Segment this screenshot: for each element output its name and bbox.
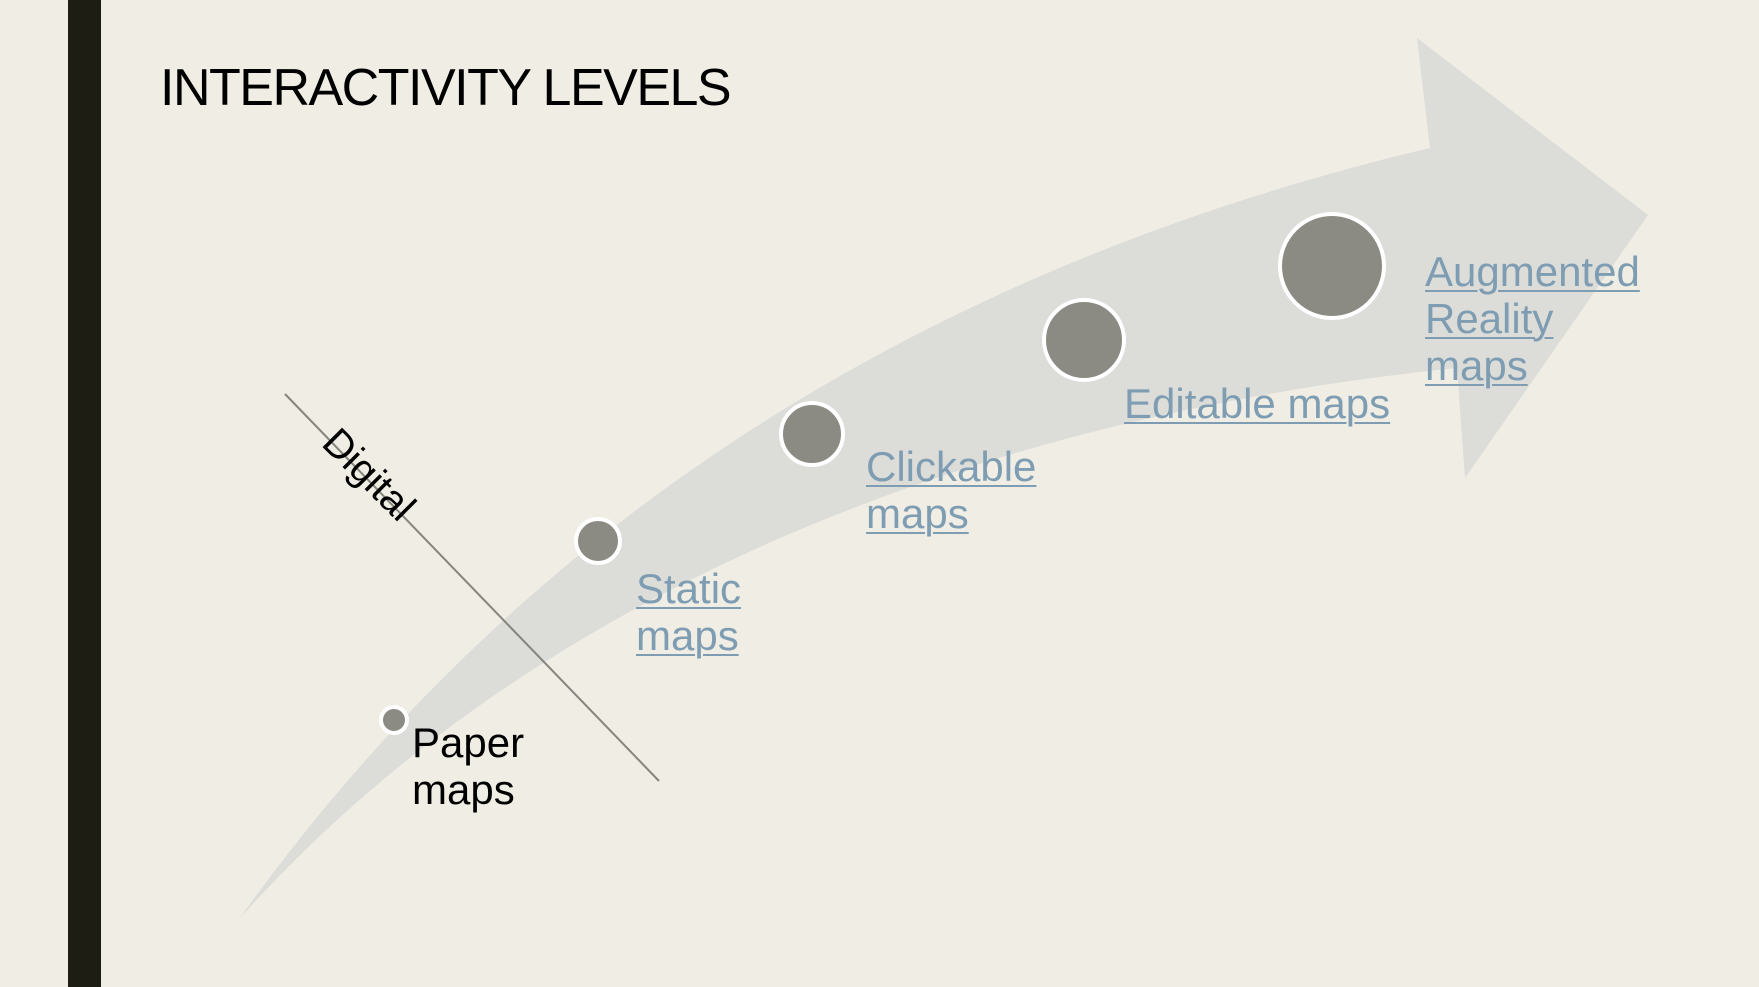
link-line[interactable]: Augmented	[1425, 248, 1640, 295]
link-line[interactable]: maps	[1425, 342, 1528, 389]
link-line[interactable]: Editable maps	[1124, 380, 1391, 427]
level-dot-augmented-reality-maps	[1278, 212, 1386, 320]
label-line: Paper	[412, 719, 525, 766]
link-line[interactable]: Static	[636, 565, 742, 612]
link-line[interactable]: Reality	[1425, 295, 1554, 342]
side-accent-bar	[68, 0, 101, 987]
label-paper-maps: Paper maps	[412, 719, 524, 813]
link-static-maps[interactable]: Static maps	[636, 565, 741, 659]
label-line: maps	[412, 766, 515, 813]
digital-divider-line	[284, 393, 660, 782]
link-line[interactable]: maps	[636, 612, 739, 659]
slide-title: INTERACTIVITY LEVELS	[160, 59, 732, 117]
link-clickable-maps[interactable]: Clickable maps	[866, 443, 1036, 537]
level-dot-editable-maps	[1042, 298, 1126, 382]
link-line[interactable]: maps	[866, 490, 969, 537]
level-dot-clickable-maps	[779, 401, 845, 467]
link-line[interactable]: Clickable	[866, 443, 1037, 490]
link-augmented-reality-maps[interactable]: Augmented Reality maps	[1425, 248, 1640, 389]
level-dot-static-maps	[574, 517, 622, 565]
level-dot-paper-maps	[379, 705, 409, 735]
link-editable-maps[interactable]: Editable maps	[1124, 380, 1390, 427]
